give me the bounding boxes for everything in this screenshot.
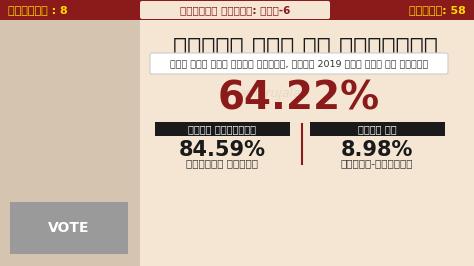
Text: प्रदेश : 8: प्रदेश : 8: [8, 5, 68, 15]
Bar: [155, 122, 290, 136]
Text: छठ्ठे दौर का मुकाबला: छठ्ठे दौर का मुकाबला: [173, 36, 438, 60]
Text: पश्चिम बंगाल: पश्चिम बंगाल: [186, 158, 258, 168]
Text: जम्मू-कश्मीर: जम्मू-कश्मीर: [341, 158, 413, 168]
Text: amarujala: amarujala: [239, 88, 301, 101]
Text: 84.59%: 84.59%: [179, 140, 265, 160]
Text: VOTE: VOTE: [48, 221, 90, 235]
Text: सीटें: 58: सीटें: 58: [409, 5, 466, 15]
FancyBboxPatch shape: [140, 1, 330, 19]
Text: लोकसभा चुनाव: चरण-6: लोकसभा चुनाव: चरण-6: [180, 5, 290, 15]
Text: सबसे कम: सबसे कम: [358, 124, 396, 134]
Bar: [310, 122, 445, 136]
Bar: [10, 202, 128, 254]
FancyBboxPatch shape: [150, 53, 448, 74]
Text: छठे चरण में जहां चुनाव, वहां 2019 में एसा था मतदान: छठे चरण में जहां चुनाव, वहां 2019 में एस…: [170, 59, 428, 68]
Text: 64.22%: 64.22%: [218, 79, 380, 117]
Text: सबसे ज़्यादा: सबसे ज़्यादा: [188, 124, 256, 134]
Bar: [0, 0, 474, 20]
Bar: [0, 20, 140, 266]
Text: 8.98%: 8.98%: [341, 140, 413, 160]
